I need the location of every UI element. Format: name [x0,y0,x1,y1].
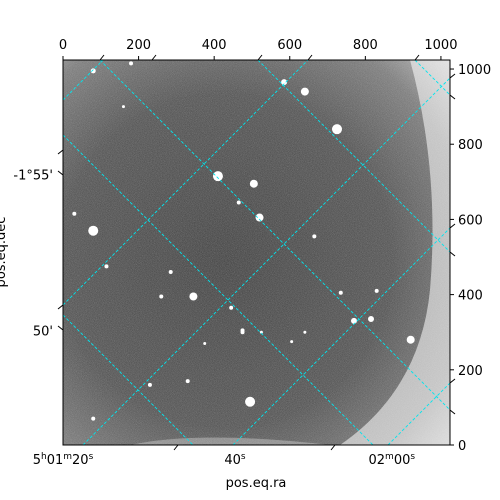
pixel-y-tick-label: 200 [458,364,483,379]
pixel-y-tick-label: 400 [458,289,483,304]
grid-edge-tick [173,444,179,451]
grid-line [414,60,450,96]
ra-tick-label: 5h01m20s [33,452,94,468]
grid-edge-tick [57,149,64,155]
sky-image [63,60,450,445]
grid-line [63,134,374,445]
star [185,379,190,384]
star [72,211,77,216]
grid-edge-tick [414,54,420,61]
grid-edge-tick [99,54,105,61]
pixel-y-tick-label: 800 [458,138,483,153]
dec-tick-label: -1°55' [13,168,53,183]
coordinate-grid [63,60,450,445]
star [168,270,173,275]
star [88,225,99,236]
star [338,290,343,295]
star [368,316,375,323]
star [240,330,245,335]
dec-tick-label: 50' [33,324,53,339]
stars-layer [72,61,415,421]
pixel-x-tick-label: 1000 [424,38,457,53]
grid-edge-tick [257,54,263,61]
pixel-x-tick-label: 400 [202,38,227,53]
star [331,124,342,135]
grid-line [63,60,104,101]
star [104,264,109,269]
star [91,416,96,421]
ra-tick-label: 02m00s [369,452,416,468]
grid-line [63,314,194,445]
star [147,382,152,387]
star [303,330,307,334]
x-axis-label: pos.eq.ra [226,476,287,491]
grid-line [99,60,450,411]
star [203,341,207,345]
y-axis-label: pos.eq.dec [0,217,9,288]
pixel-y-tick-label: 0 [458,439,466,454]
grid-edge-tick [449,94,456,100]
star [255,213,264,222]
pixel-x-tick-label: 600 [277,38,302,53]
star [121,105,125,109]
dec-axis: -1°55' 50' [13,168,53,339]
grid-edge-tick [449,73,456,79]
grid-edge-tick [57,325,64,331]
grid-edge-tick [449,409,456,415]
grid-line [257,60,450,253]
grid-line [82,77,450,445]
grid-edge-tick [307,54,313,61]
grid-edge-tick [449,223,456,229]
grid-edge-tick [449,251,456,257]
pixel-y-axis: 0 200 400 600 800 1000 [450,63,491,454]
grid-edge-tick [449,378,456,384]
ra-axis: 5h01m20s 40s 02m00s [33,452,416,468]
pixel-x-tick-label: 0 [59,38,67,53]
pixel-x-axis: 0 200 400 600 800 1000 [59,38,457,60]
pixel-y-tick-label: 1000 [458,63,491,78]
star [229,305,234,310]
star [129,61,134,66]
ra-tick-label: 40s [224,452,246,468]
grid-edge-tick [151,54,157,61]
grid-edge-tick [330,444,336,451]
star [300,87,309,96]
star [189,292,198,301]
star [281,79,288,86]
star [351,317,358,324]
grid-edge-tick [57,170,64,176]
pixel-y-tick-label: 600 [458,213,483,228]
star [290,340,294,344]
star [249,179,258,188]
star [312,234,317,239]
grid-line [63,60,309,306]
pixel-x-tick-label: 200 [126,38,151,53]
grid-line [232,227,450,445]
star [406,335,415,344]
star [259,330,263,334]
star [236,200,241,205]
grid-edge-tick [57,304,64,310]
star [374,288,379,293]
grid-edge-ticks [57,54,456,451]
star [212,171,223,182]
pixel-x-tick-label: 800 [353,38,378,53]
star [245,396,256,407]
star [90,68,96,74]
star [159,294,164,299]
